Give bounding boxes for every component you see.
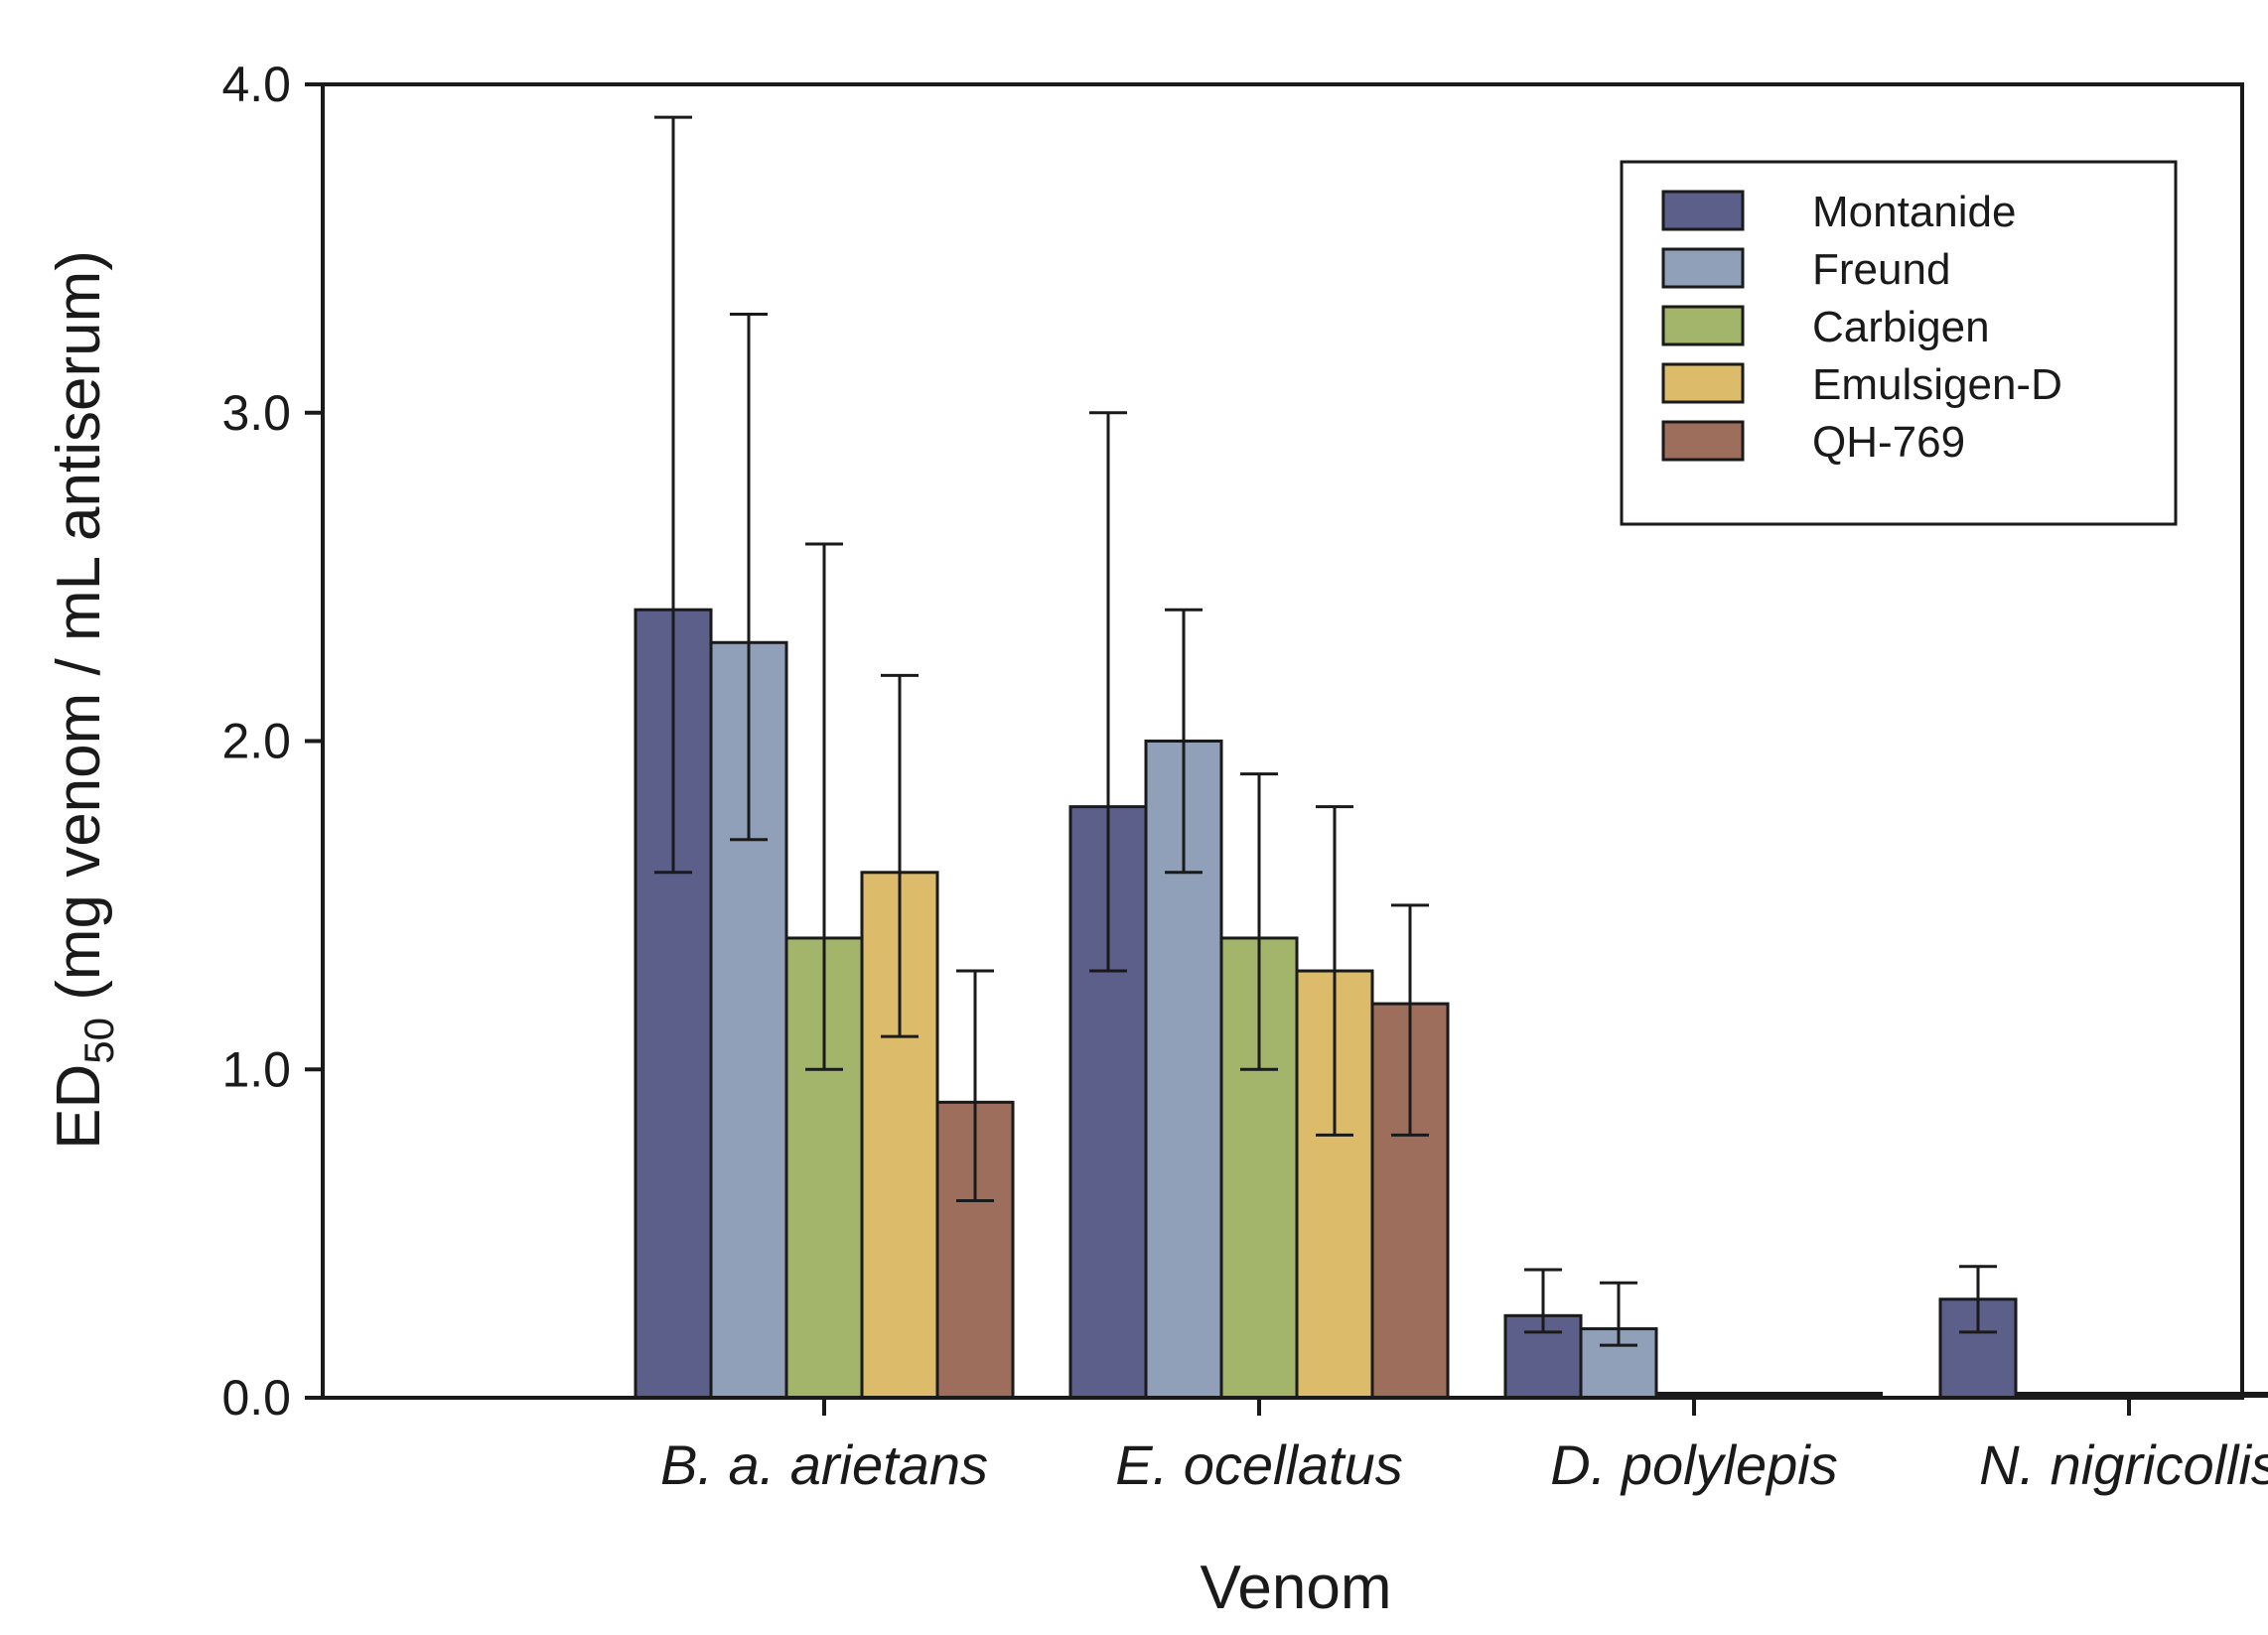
x-axis: B. a. arietans E. ocellatus D. polylepis N.… xyxy=(660,1398,2268,1496)
y-axis: 0.0 1.0 2.0 3.0 4.0 xyxy=(221,57,323,1426)
legend-swatch xyxy=(1661,247,1745,289)
legend-swatch xyxy=(1661,190,1745,231)
legend-label: QH-769 xyxy=(1812,418,1965,467)
y-axis-title-rest: (mg venom / mL antiserum) xyxy=(45,250,113,1018)
legend-label: Carbigen xyxy=(1812,303,1990,351)
y-axis-title-main: ED xyxy=(45,1064,113,1150)
y-axis-title-subscript: 50 xyxy=(75,1018,122,1064)
y-tick-label: 3.0 xyxy=(221,385,291,441)
legend-label: Montanide xyxy=(1812,188,2016,236)
y-tick-label: 0.0 xyxy=(221,1370,291,1426)
x-category-label: N. nigricollis xyxy=(1979,1433,2268,1496)
x-category-label: B. a. arietans xyxy=(660,1433,988,1496)
x-category-label: D. polylepis xyxy=(1550,1433,1837,1496)
y-tick-label: 1.0 xyxy=(221,1041,291,1097)
legend-swatch xyxy=(1661,420,1745,462)
x-axis-title: Venom xyxy=(1200,1554,1391,1622)
y-tick-label: 2.0 xyxy=(221,714,291,769)
legend-label: Emulsigen-D xyxy=(1812,360,2062,409)
y-tick-label: 4.0 xyxy=(221,57,291,112)
error-bars-layer xyxy=(654,115,1997,1347)
legend-label: Freund xyxy=(1812,245,1950,294)
legend-swatch xyxy=(1661,362,1745,404)
x-category-label: E. ocellatus xyxy=(1115,1433,1403,1496)
legend-swatch xyxy=(1661,305,1745,346)
legend: Montanide Freund Carbigen Emulsigen-D QH-769 xyxy=(1620,160,2178,526)
y-axis-title: ED50 (mg venom / mL antiserum) xyxy=(45,250,122,1150)
